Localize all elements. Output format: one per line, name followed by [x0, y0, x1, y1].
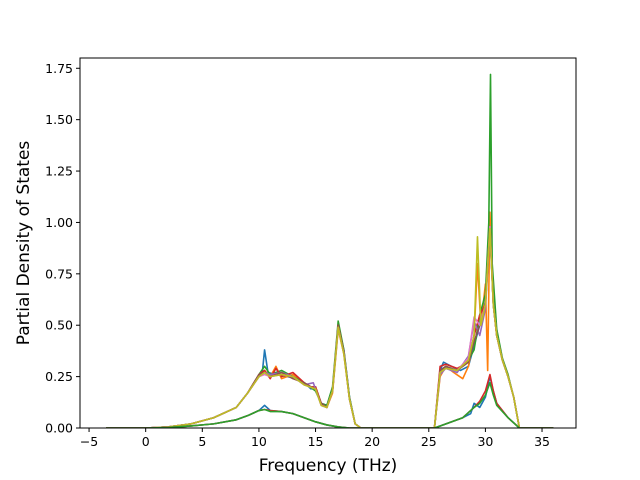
x-tick-label: 25 — [421, 434, 437, 449]
x-axis-title: Frequency (THz) — [259, 456, 398, 476]
y-axis-title: Partial Density of States — [14, 141, 34, 346]
y-tick-label: 1.75 — [45, 61, 73, 76]
series-line-7 — [106, 227, 554, 428]
y-tick-label: 0.00 — [45, 421, 73, 436]
x-tick-label: 20 — [364, 434, 380, 449]
series-line-2 — [106, 73, 554, 428]
x-tick-label: 10 — [251, 434, 267, 449]
y-axis: 0.00 0.25 0.50 0.75 1.00 1.25 1.50 1.75 — [45, 61, 80, 436]
y-tick-label: 0.75 — [45, 266, 73, 281]
y-tick-label: 1.25 — [45, 164, 73, 179]
x-tick-label: 15 — [308, 434, 324, 449]
plot-frame — [79, 57, 577, 429]
x-tick-label: 5 — [198, 434, 206, 449]
x-tick-label: 0 — [142, 434, 150, 449]
x-tick-label: 35 — [534, 434, 550, 449]
y-tick-label: 0.50 — [45, 318, 73, 333]
x-tick-label: −5 — [80, 434, 98, 449]
x-tick-label: 30 — [477, 434, 493, 449]
y-tick-label: 1.00 — [45, 215, 73, 230]
y-tick-label: 1.50 — [45, 112, 73, 127]
series-layer — [106, 73, 554, 428]
x-axis: −5 0 5 10 15 20 25 30 35 — [80, 428, 550, 449]
y-tick-label: 0.25 — [45, 369, 73, 384]
series-line-10 — [106, 381, 554, 428]
